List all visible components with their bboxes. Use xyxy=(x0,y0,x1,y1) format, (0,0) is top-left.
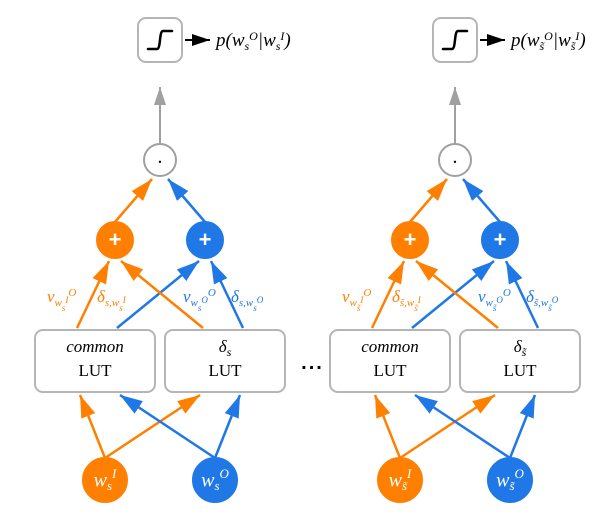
edge-plusI-dot xyxy=(115,179,152,222)
ellipsis: ... xyxy=(301,352,324,374)
edge-plusO-dot xyxy=(463,179,500,222)
edge-wI-common xyxy=(80,395,105,458)
branch-stilde: ws̃Iws̃OcommonLUTδs̃LUTvws̃IOδs̃,ws̃Ivws… xyxy=(330,18,586,502)
label-vO: vws̃OO xyxy=(478,287,511,313)
prob-label: p(wsO|wsI) xyxy=(214,29,291,53)
edge-wI-delta xyxy=(400,395,495,458)
plus-label-O: + xyxy=(199,227,212,252)
edge-wO-common xyxy=(120,395,215,458)
edge-wO-delta xyxy=(510,395,535,458)
edge-plusI-dot xyxy=(410,179,447,222)
edge-delta-plusI xyxy=(121,261,203,328)
label-vI: vws̃IO xyxy=(342,287,371,313)
label-vO: vwsOO xyxy=(183,287,216,313)
delta-lut-label: LUT xyxy=(503,361,537,380)
label-dO: δs̃,ws̃O xyxy=(526,287,559,313)
common-lut-label: LUT xyxy=(373,361,407,380)
edge-wO-delta xyxy=(215,395,240,458)
edge-wI-common xyxy=(375,395,400,458)
prob-label: p(ws̃O|ws̃I) xyxy=(509,29,586,53)
common-label: common xyxy=(66,337,124,356)
delta-label: δs̃ xyxy=(514,337,527,359)
plus-label-O: + xyxy=(494,227,507,252)
common-lut-label: LUT xyxy=(78,361,112,380)
edge-wO-common xyxy=(415,395,510,458)
branch-s: wsIwsOcommonLUTδsLUTvwsIOδs,wsIvwsOOδs,w… xyxy=(35,18,291,502)
label-vI: vwsIO xyxy=(47,287,76,313)
edge-delta-plusI xyxy=(416,261,498,328)
dot-label: · xyxy=(452,152,459,174)
label-dI: δs,wsI xyxy=(97,287,127,313)
edge-plusO-dot xyxy=(168,179,205,222)
label-dO: δs,wsO xyxy=(231,287,264,313)
label-dI: δs̃,ws̃I xyxy=(392,287,422,313)
plus-label-I: + xyxy=(404,227,417,252)
dot-label: · xyxy=(157,152,164,174)
delta-label: δs xyxy=(219,337,232,359)
plus-label-I: + xyxy=(109,227,122,252)
delta-lut-label: LUT xyxy=(208,361,242,380)
edge-wI-delta xyxy=(105,395,200,458)
common-label: common xyxy=(361,337,419,356)
